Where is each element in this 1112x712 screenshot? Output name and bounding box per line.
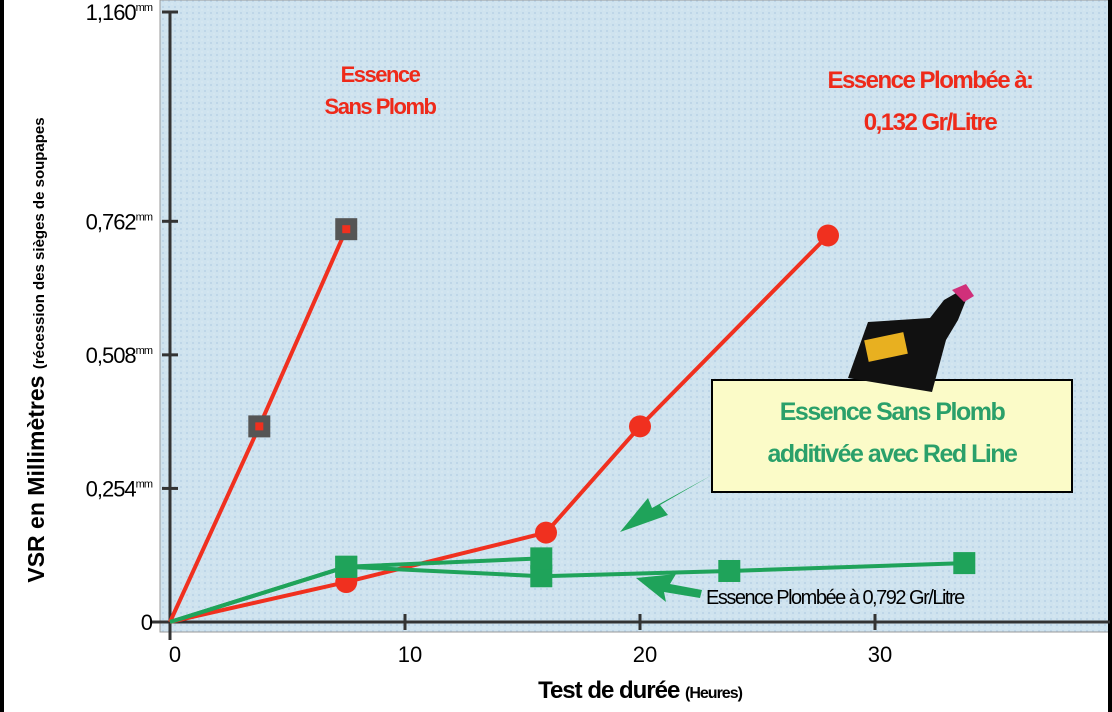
chart: VSR en Millimètres (récession des sièges… bbox=[0, 0, 1112, 712]
marker bbox=[629, 415, 651, 437]
y-tick-value: 0,508 bbox=[86, 343, 137, 368]
y-tick-label: 0 bbox=[141, 610, 153, 635]
plot-area bbox=[160, 0, 1110, 632]
y-tick-unit: mm bbox=[136, 478, 153, 490]
series-label: Sans Plomb bbox=[325, 94, 437, 119]
series-label: 0,132 Gr/Litre bbox=[864, 109, 998, 136]
y-tick-value: 0,762 bbox=[86, 209, 137, 234]
series-label: Essence Sans Plomb bbox=[780, 398, 1006, 426]
marker bbox=[953, 552, 975, 574]
x-tick-label: 30 bbox=[868, 642, 892, 667]
marker-core bbox=[342, 225, 350, 233]
marker bbox=[718, 560, 740, 582]
marker-core bbox=[255, 422, 263, 430]
marker bbox=[335, 556, 357, 578]
y-tick-value: 0,254 bbox=[86, 476, 137, 501]
series-label: additivée avec Red Line bbox=[768, 440, 1019, 468]
y-tick-unit: mm bbox=[136, 211, 153, 223]
y-tick-value: 0 bbox=[141, 610, 153, 635]
series-label: Essence Plombée à: bbox=[827, 67, 1032, 94]
page: {"chart_data": {"type": "line", "y_label… bbox=[0, 0, 1112, 712]
series-label: Essence bbox=[341, 62, 421, 87]
series-label: Essence Plombée à 0,792 Gr/Litre bbox=[706, 587, 965, 609]
y-tick-unit: mm bbox=[136, 2, 153, 14]
marker bbox=[817, 224, 839, 246]
marker bbox=[535, 522, 557, 544]
y-tick-unit: mm bbox=[136, 345, 153, 357]
x-tick-label: 10 bbox=[398, 642, 422, 667]
x-tick-label: 0 bbox=[169, 642, 181, 667]
y-tick-value: 1,160 bbox=[86, 0, 137, 25]
x-tick-label: 20 bbox=[633, 642, 657, 667]
marker bbox=[530, 547, 552, 569]
callout-box bbox=[712, 380, 1072, 492]
